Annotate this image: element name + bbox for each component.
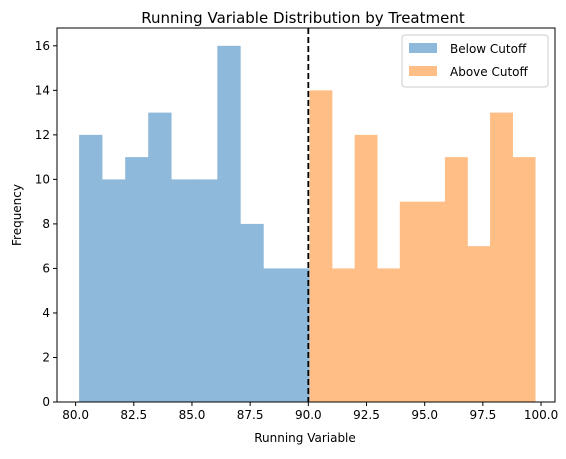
bar-below-7	[240, 223, 264, 402]
x-tick-label: 80.0	[62, 408, 89, 422]
y-tick-label: 8	[42, 217, 50, 231]
x-tick-label: 85.0	[179, 408, 206, 422]
bar-below-0	[79, 134, 103, 402]
bar-above-7	[467, 246, 491, 402]
bar-above-2	[354, 134, 378, 402]
bar-below-2	[125, 157, 149, 402]
y-tick-label: 6	[42, 261, 50, 275]
x-tick-label: 95.0	[411, 408, 438, 422]
bar-above-3	[377, 268, 401, 402]
y-axis-label: Frequency	[10, 184, 24, 246]
bar-above-4	[399, 201, 423, 402]
bar-below-4	[171, 179, 195, 402]
y-tick-label: 14	[35, 83, 50, 97]
y-tick-label: 16	[35, 39, 50, 53]
y-axis: 0 2 4 6 8 10 12 14 16	[35, 39, 57, 409]
bar-above-0	[309, 90, 333, 402]
bar-above-1	[332, 268, 355, 402]
bar-below-8	[263, 268, 287, 402]
legend: Below Cutoff Above Cutoff	[401, 34, 549, 88]
bar-below-9	[286, 268, 310, 402]
x-tick-label: 90.0	[295, 408, 322, 422]
y-tick-label: 2	[42, 350, 50, 364]
x-tick-label: 87.5	[237, 408, 264, 422]
legend-swatch-above	[409, 66, 437, 76]
plot-frame	[56, 27, 556, 403]
x-tick-label: 100.0	[524, 408, 558, 422]
x-tick-label: 97.5	[470, 408, 497, 422]
bar-below-3	[148, 112, 172, 402]
x-axis-label: Running Variable	[254, 431, 356, 445]
bar-below-5	[194, 179, 218, 402]
chart-title: Running Variable Distribution by Treatme…	[141, 9, 465, 27]
bar-below-6	[217, 45, 241, 403]
bar-below-1	[102, 179, 126, 402]
y-tick-label: 12	[35, 128, 50, 142]
bar-above-6	[444, 157, 468, 402]
x-tick-label: 82.5	[120, 408, 147, 422]
y-tick-label: 0	[42, 395, 50, 409]
legend-label-above: Above Cutoff	[450, 65, 528, 79]
x-tick-label: 92.5	[353, 408, 380, 422]
legend-frame	[401, 34, 549, 88]
y-tick-label: 10	[35, 172, 50, 186]
legend-swatch-below	[409, 43, 437, 53]
bar-above-9	[512, 157, 536, 402]
bars-layer	[79, 45, 536, 403]
bar-above-5	[422, 201, 446, 402]
bar-above-8	[490, 112, 513, 402]
x-axis: 80.0 82.5 85.0 87.5 90.0 92.5 95.0 97.5 100.0	[62, 402, 558, 422]
y-tick-label: 4	[42, 306, 50, 320]
legend-label-below: Below Cutoff	[450, 42, 527, 56]
